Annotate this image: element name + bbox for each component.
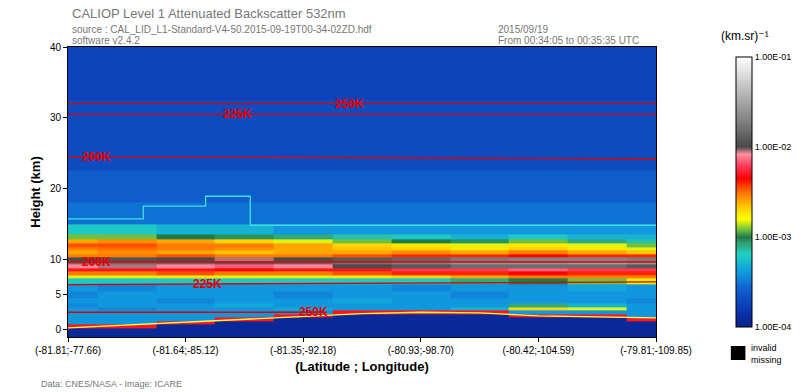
svg-text:1.00E-02: 1.00E-02 xyxy=(755,142,792,152)
svg-text:225K: 225K xyxy=(223,107,252,121)
svg-text:1.00E-04: 1.00E-04 xyxy=(755,322,792,332)
svg-text:(Latitude ; Longitude): (Latitude ; Longitude) xyxy=(295,359,429,374)
svg-text:30: 30 xyxy=(50,112,62,123)
svg-text:20: 20 xyxy=(50,183,62,194)
svg-text:(-81.81;-77.66): (-81.81;-77.66) xyxy=(35,345,101,356)
svg-text:(-79.81;-109.85): (-79.81;-109.85) xyxy=(620,345,692,356)
svg-text:40: 40 xyxy=(50,42,62,53)
svg-text:(-80.93;-98.70): (-80.93;-98.70) xyxy=(388,345,454,356)
svg-text:225K: 225K xyxy=(193,277,222,291)
svg-text:source : CAL_LID_L1-Standard-V: source : CAL_LID_L1-Standard-V4-50.2015-… xyxy=(72,24,372,35)
svg-text:(-81.35;-92.18): (-81.35;-92.18) xyxy=(270,345,336,356)
svg-text:(km.sr)⁻¹: (km.sr)⁻¹ xyxy=(721,29,769,43)
svg-text:250K: 250K xyxy=(335,97,364,111)
svg-text:(-80.42;-104.59): (-80.42;-104.59) xyxy=(503,345,575,356)
svg-text:From 00:34:05 to 00:35:35 UTC: From 00:34:05 to 00:35:35 UTC xyxy=(498,35,639,46)
svg-text:10: 10 xyxy=(50,254,62,265)
svg-text:5: 5 xyxy=(55,289,61,300)
svg-text:250K: 250K xyxy=(299,305,328,319)
svg-text:CALIOP Level 1 Attenuated Back: CALIOP Level 1 Attenuated Backscatter 53… xyxy=(72,6,346,21)
svg-text:Height (km): Height (km) xyxy=(28,156,43,228)
svg-text:invalidmissing: invalidmissing xyxy=(751,343,782,365)
svg-text:software v2.4.2: software v2.4.2 xyxy=(72,35,140,46)
svg-text:1.00E-03: 1.00E-03 xyxy=(755,232,792,242)
svg-text:200K: 200K xyxy=(82,150,111,164)
svg-text:1.00E-01: 1.00E-01 xyxy=(755,52,792,62)
svg-text:Data: CNES/NASA - Image: ICARE: Data: CNES/NASA - Image: ICARE xyxy=(41,379,182,389)
svg-text:(-81.64;-85.12): (-81.64;-85.12) xyxy=(153,345,219,356)
svg-text:200K: 200K xyxy=(82,255,111,269)
svg-text:2015/09/19: 2015/09/19 xyxy=(498,24,548,35)
svg-text:0: 0 xyxy=(55,324,61,335)
